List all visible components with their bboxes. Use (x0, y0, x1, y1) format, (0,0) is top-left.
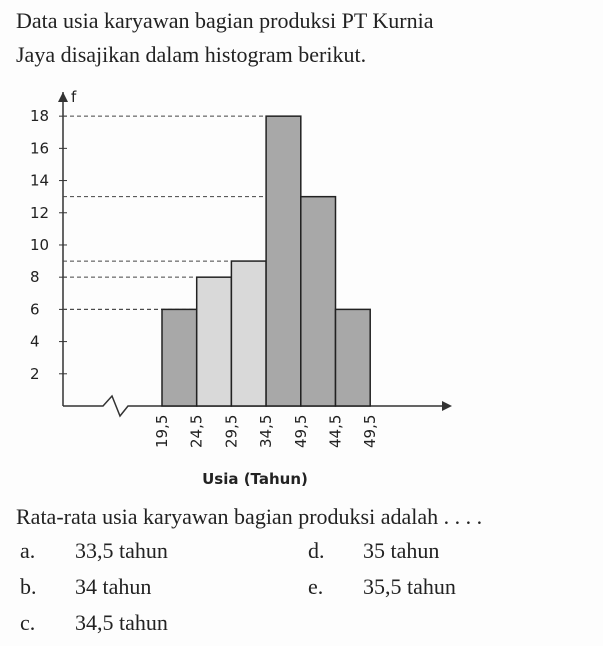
option-letter: d. (308, 538, 325, 563)
option-text: 34,5 tahun (75, 610, 168, 635)
x-tick-label: 34,5 (257, 415, 275, 448)
y-tick-label: 6 (30, 300, 40, 318)
y-tick-label: 8 (30, 268, 40, 286)
question: Rata-rata usia karyawan bagian produksi … (16, 504, 482, 529)
option-letter: e. (308, 574, 323, 599)
histogram: f Usia (Tahun) 2 4 6 8 10 12 14 16 18 19,5 24,5 29,5 3… (30, 88, 452, 488)
intro-line: Jaya disajikan dalam histogram berikut. (16, 42, 366, 67)
y-tick-label: 12 (30, 204, 49, 222)
option-letter: b. (20, 574, 37, 599)
y-tick-label: 14 (30, 172, 49, 190)
y-axis-label: f (71, 88, 77, 106)
y-tick-label: 4 (30, 333, 40, 351)
option-text: 33,5 tahun (75, 538, 168, 563)
x-tick-label: 49,5 (292, 415, 310, 448)
x-axis-label: Usia (Tahun) (202, 470, 308, 488)
option-text: 35,5 tahun (363, 574, 456, 599)
option-letter: a. (20, 538, 35, 563)
option-letter: c. (20, 610, 35, 635)
x-tick-label: 24,5 (188, 415, 206, 448)
x-tick-label: 49,5 (361, 415, 379, 448)
bar (161, 308, 198, 407)
option-text: 34 tahun (75, 574, 151, 599)
intro-line: Data usia karyawan bagian produksi PT Ku… (16, 8, 434, 33)
y-arrow (58, 92, 68, 102)
bar (300, 195, 337, 407)
y-tick-label: 10 (30, 236, 49, 254)
x-tick-label: 19,5 (153, 415, 171, 448)
bar (334, 308, 371, 407)
x-tick-label: 29,5 (222, 415, 240, 448)
x-arrow (442, 401, 452, 411)
y-tick-label: 16 (30, 139, 49, 157)
bar (230, 260, 267, 407)
bar (265, 115, 302, 407)
y-tick-label: 18 (30, 107, 49, 125)
x-tick-label: 44,5 (327, 415, 345, 448)
bar (195, 276, 233, 407)
option-text: 35 tahun (363, 538, 439, 563)
y-tick-label: 2 (30, 365, 40, 383)
